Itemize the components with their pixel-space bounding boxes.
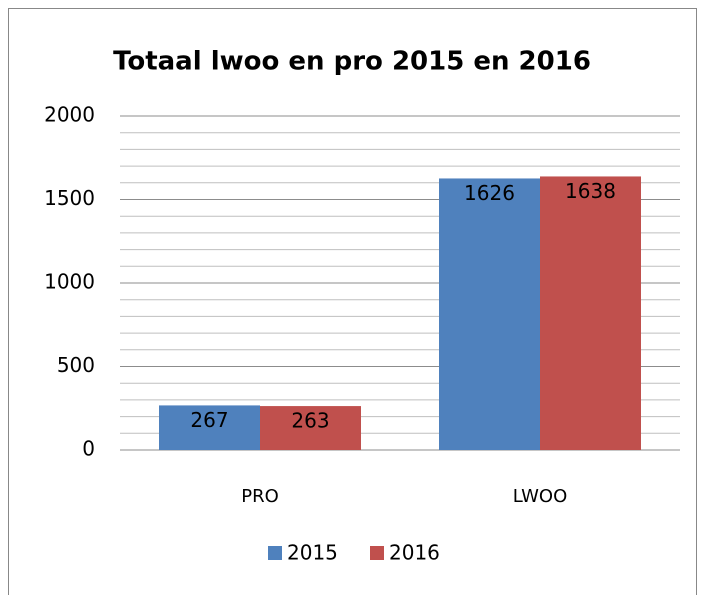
bar — [260, 406, 361, 450]
data-label: 263 — [291, 409, 329, 433]
data-label: 1626 — [464, 181, 515, 205]
bar — [439, 178, 540, 450]
legend-label: 2015 — [287, 541, 338, 565]
y-tick-label: 0 — [82, 437, 95, 461]
data-label: 1638 — [565, 179, 616, 203]
y-tick-label: 500 — [57, 353, 95, 377]
legend-label: 2016 — [389, 541, 440, 565]
x-tick-label: LWOO — [513, 486, 568, 507]
chart-title: Totaal lwoo en pro 2015 en 2016 — [113, 47, 591, 77]
legend-swatch — [370, 546, 384, 560]
bar — [159, 405, 260, 450]
y-tick-label: 1000 — [44, 270, 95, 294]
legend-swatch — [268, 546, 282, 560]
data-label: 267 — [190, 408, 228, 432]
y-tick-label: 2000 — [44, 103, 95, 127]
bar — [540, 176, 641, 451]
x-tick-label: PRO — [241, 486, 279, 507]
y-tick-label: 1500 — [44, 186, 95, 210]
